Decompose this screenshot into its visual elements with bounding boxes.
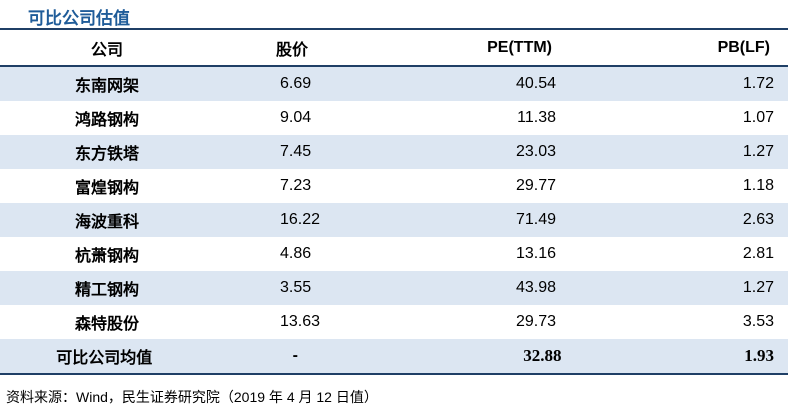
pb-cell: 1.27 (742, 143, 774, 160)
pe-cell: 13.16 (515, 245, 556, 262)
pe-cell: 43.98 (515, 279, 556, 296)
price-cell: 13.63 (280, 313, 321, 330)
header-pe: PE(TTM) (487, 38, 552, 56)
company-cell: 精工钢构 (74, 282, 139, 299)
pe-cell: 40.54 (515, 75, 556, 92)
table-header-row: 公司 股价 PE(TTM) PB(LF) (0, 30, 788, 67)
price-cell: 6.69 (280, 75, 312, 92)
company-cell: 东方铁塔 (74, 146, 139, 163)
table-row: 富煌钢构 7.23 29.77 1.18 (0, 169, 788, 203)
table-row: 东南网架 6.69 40.54 1.72 (0, 67, 788, 101)
pe-cell: 29.77 (515, 177, 556, 194)
pe-cell: 29.73 (515, 313, 556, 330)
header-pb: PB(LF) (717, 38, 770, 56)
price-cell: 16.22 (280, 211, 321, 228)
table-row: 鸿路钢构 9.04 11.38 1.07 (0, 101, 788, 135)
company-cell: 杭萧钢构 (74, 248, 139, 265)
pb-cell: 2.81 (742, 245, 774, 262)
header-price: 股价 (276, 41, 309, 59)
table-title: 可比公司估值 (28, 9, 130, 28)
pb-cell: 1.72 (742, 75, 774, 92)
average-price: - (292, 347, 298, 364)
pb-cell: 2.63 (742, 211, 774, 228)
price-cell: 7.23 (280, 177, 312, 194)
average-label: 可比公司均值 (56, 350, 153, 367)
price-cell: 3.55 (280, 279, 312, 296)
company-cell: 东南网架 (74, 78, 139, 95)
pb-cell: 1.07 (742, 109, 774, 126)
company-cell: 森特股份 (74, 316, 139, 333)
pe-cell: 11.38 (517, 109, 556, 126)
table-row: 森特股份 13.63 29.73 3.53 (0, 305, 788, 339)
company-cell: 富煌钢构 (74, 180, 139, 197)
source-note: 资料来源：Wind，民生证券研究院（2019 年 4 月 12 日值） (6, 389, 378, 405)
table-row: 海波重科 16.22 71.49 2.63 (0, 203, 788, 237)
table-row: 精工钢构 3.55 43.98 1.27 (0, 271, 788, 305)
price-cell: 4.86 (280, 245, 312, 262)
company-cell: 鸿路钢构 (74, 112, 139, 129)
average-pb: 1.93 (744, 346, 774, 365)
company-cell: 海波重科 (74, 214, 139, 231)
pb-cell: 1.27 (742, 279, 774, 296)
average-pe: 32.88 (523, 346, 562, 365)
pe-cell: 23.03 (515, 143, 556, 160)
table-row: 东方铁塔 7.45 23.03 1.27 (0, 135, 788, 169)
valuation-table: 公司 股价 PE(TTM) PB(LF) 东南网架 6.69 40.54 1.7… (0, 28, 788, 375)
price-cell: 7.45 (280, 143, 312, 160)
pb-cell: 1.18 (742, 177, 774, 194)
pe-cell: 71.49 (515, 211, 556, 228)
table-row: 杭萧钢构 4.86 13.16 2.81 (0, 237, 788, 271)
price-cell: 9.04 (280, 109, 312, 126)
average-row: 可比公司均值 - 32.88 1.93 (0, 339, 788, 375)
header-company: 公司 (90, 41, 123, 59)
pb-cell: 3.53 (742, 313, 774, 330)
